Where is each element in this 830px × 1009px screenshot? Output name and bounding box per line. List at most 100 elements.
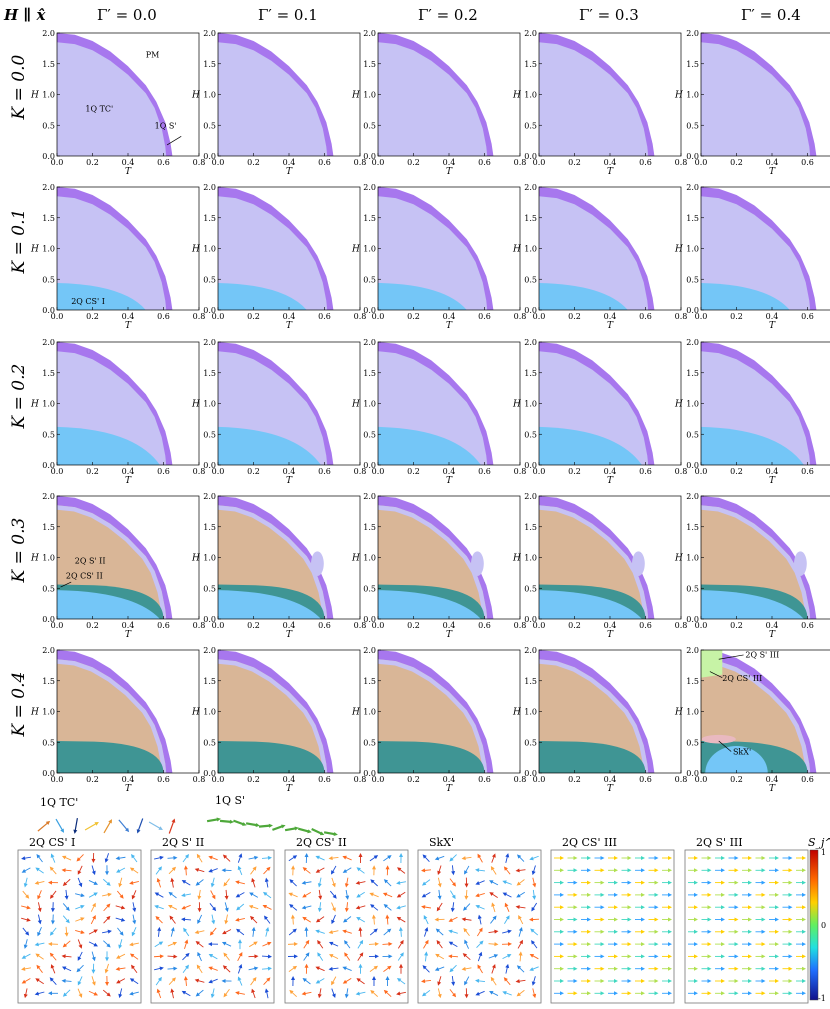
cs1-region: [57, 590, 160, 619]
tc-region: [378, 42, 488, 156]
spin-arrow: [78, 854, 84, 860]
x-axis-label: T: [286, 784, 293, 794]
spin-arrow: [424, 856, 430, 862]
cs1-region: [701, 282, 790, 310]
spin-arrow: [332, 976, 337, 983]
s3-pointer: [718, 654, 744, 660]
y-tick-label: 0.5: [203, 584, 216, 593]
spin-arrow: [154, 942, 161, 948]
spin-arrow: [424, 989, 431, 995]
y-axis-label: H: [191, 554, 200, 564]
spin-arrowhead: [119, 894, 124, 899]
tc-region: [218, 42, 328, 156]
spin-arrowhead: [369, 892, 374, 897]
spin-arrowhead: [734, 868, 739, 873]
x-axis-label: T: [446, 784, 453, 794]
spin-arrowhead: [373, 855, 379, 860]
spin-arrow: [437, 942, 443, 949]
phase-diagram-panel: 0.00.0 0.2 0.5 0.4 1.0 0.6 1.5 0.8 2.0 T H: [674, 29, 830, 177]
spin-arrowhead: [641, 880, 645, 885]
spin-arrowhead: [734, 979, 739, 983]
spin-arrowhead: [266, 866, 271, 871]
spin-arrow: [317, 856, 325, 861]
spin-arrow: [450, 955, 459, 958]
spin-arrow: [288, 967, 295, 972]
y-tick-label: 1.5: [203, 214, 216, 223]
x-tick-label: 0.2: [247, 312, 260, 321]
spin-arrowhead: [267, 954, 272, 959]
phase-diagram-panel: 0.00.0 0.2 0.5 0.4 1.0 0.6 1.5 0.8 2.0 T H: [191, 492, 366, 640]
spin-arrowhead: [129, 953, 135, 958]
spin-arrowhead: [396, 880, 401, 885]
x-axis-label: T: [286, 321, 293, 331]
spin-arrowhead: [108, 819, 112, 824]
spin-arrow: [64, 869, 72, 872]
column-title: Γ′ = 0.1: [258, 6, 318, 24]
spin-arrowhead: [106, 881, 111, 886]
x-axis-label: T: [769, 784, 776, 794]
spin-arrowhead: [169, 915, 174, 920]
spin-arrowhead: [106, 903, 111, 908]
spin-arrowhead: [170, 988, 175, 993]
spin-arrowhead: [518, 927, 523, 932]
spin-arrowhead: [707, 868, 712, 873]
spin-arrowhead: [775, 942, 779, 947]
spin-arrowhead: [383, 879, 389, 884]
spin-arrow: [77, 988, 82, 996]
spin-arrow: [238, 868, 243, 876]
spin-arrowhead: [131, 964, 136, 970]
x-tick-label: 0.4: [122, 158, 135, 167]
spin-arrow: [357, 954, 362, 961]
spin-arrow: [263, 979, 269, 985]
y-tick-label: 0.5: [203, 275, 216, 284]
y-tick-label: 1.5: [363, 60, 376, 69]
spin-arrowhead: [235, 880, 240, 885]
spin-arrowhead: [250, 915, 255, 921]
spin-arrowhead: [502, 991, 507, 995]
phase-diagram-panel: 0.00.0 0.2 0.5 0.4 1.0 0.6 1.5 0.8 2.0 T H: [351, 646, 526, 794]
spin-arrowhead: [223, 992, 228, 998]
spin-arrowhead: [668, 880, 672, 885]
spin-arrowhead: [154, 892, 160, 897]
spin-arrow: [183, 893, 191, 896]
spin-arrow: [491, 966, 495, 974]
y-axis-label: H: [512, 91, 521, 101]
spin-arrowhead: [48, 880, 53, 885]
x-axis-label: T: [607, 476, 614, 486]
spin-arrow: [24, 978, 31, 983]
spin-arrow: [25, 988, 28, 996]
spin-arrowhead: [224, 907, 229, 913]
phase-diagram-panel: 0.00.0 0.2 0.5 0.4 1.0 0.6 1.5 0.8 2.0 T H 2Q S' II…: [30, 492, 205, 640]
spin-arrowhead: [627, 856, 632, 860]
spin-arrowhead: [436, 906, 441, 912]
y-tick-label: 0.5: [203, 121, 216, 130]
spin-arrowhead: [641, 954, 645, 959]
spin-arrow: [167, 968, 175, 970]
spin-arrowhead: [437, 883, 442, 888]
spin-arrowhead: [654, 892, 659, 897]
spin-arrowhead: [80, 917, 85, 922]
spin-arrowhead: [694, 880, 698, 885]
spin-arrow: [64, 980, 72, 982]
spin-arrowhead: [788, 991, 793, 996]
y-tick-label: 0.5: [363, 275, 376, 284]
spin-arrowhead: [507, 929, 512, 934]
spin-arrow: [115, 905, 123, 909]
spin-arrowhead: [614, 868, 618, 873]
spin-arrowhead: [668, 905, 672, 910]
spin-arrow: [137, 818, 144, 831]
spin-arrow: [158, 929, 160, 937]
spin-arrow: [437, 877, 441, 885]
spin-arrowhead: [641, 892, 645, 897]
s2-label: 2Q S' II: [75, 557, 106, 566]
y-tick-label: 0.0: [363, 615, 376, 624]
y-tick-label: 1.0: [42, 708, 55, 717]
spin-arrow: [291, 991, 297, 998]
spin-arrowhead: [157, 926, 162, 932]
spin-arrowhead: [748, 979, 752, 983]
spin-arrowhead: [587, 905, 591, 910]
spin-arrowhead: [450, 907, 455, 913]
spin-arrow: [103, 905, 109, 912]
spin-arrow: [477, 880, 485, 884]
spin-arrowhead: [462, 953, 468, 958]
